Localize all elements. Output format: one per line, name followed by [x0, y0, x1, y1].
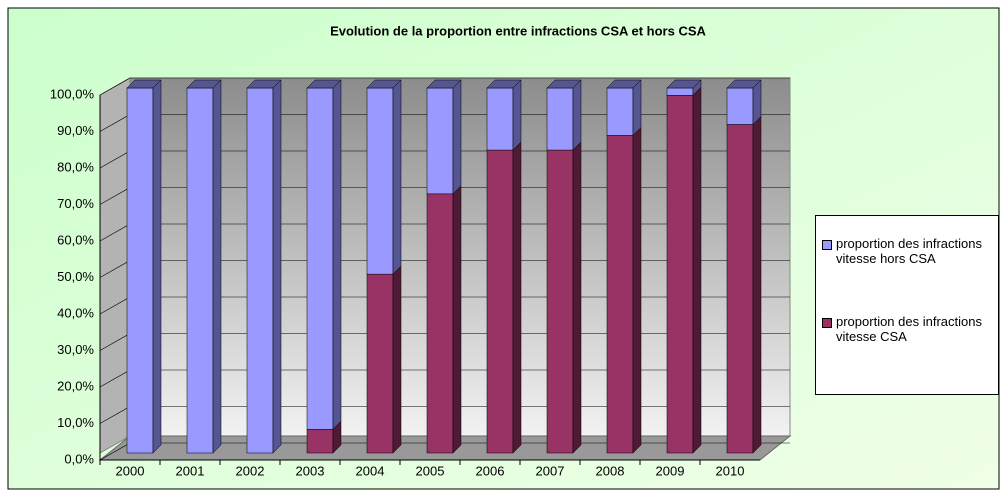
bar-segment: [546, 87, 574, 151]
bar-side: [332, 79, 342, 430]
legend-entry: proportion des infractions vitesse hors …: [822, 236, 994, 266]
bar-side: [152, 79, 162, 454]
bar-top: [426, 79, 462, 89]
bar-segment: [246, 87, 274, 454]
bar-segment: [186, 87, 214, 454]
y-tick-label: 60,0%: [57, 232, 94, 247]
bar-side: [512, 79, 522, 151]
x-tick-label: 2010: [716, 463, 745, 478]
bar-segment: [126, 87, 154, 454]
bar-top: [126, 79, 162, 89]
legend-swatch: [822, 318, 832, 328]
bar-top: [186, 79, 222, 89]
side-wall: [99, 77, 131, 454]
bar-segment: [726, 124, 754, 454]
y-tick-label: 10,0%: [57, 415, 94, 430]
x-tick-label: 2001: [176, 463, 205, 478]
legend-swatch: [822, 240, 832, 250]
x-tick-label: 2004: [356, 463, 385, 478]
legend: proportion des infractions vitesse hors …: [815, 215, 999, 395]
bar-segment: [546, 149, 574, 454]
y-tick-label: 0,0%: [64, 451, 94, 466]
bar-top: [546, 79, 582, 89]
bar-side: [632, 126, 642, 454]
y-tick-label: 20,0%: [57, 378, 94, 393]
bar-segment: [726, 87, 754, 125]
bar-top: [666, 79, 702, 89]
bar-segment: [666, 95, 694, 454]
x-tick-label: 2000: [116, 463, 145, 478]
bar-segment: [666, 87, 694, 96]
bar-side: [452, 79, 462, 195]
bar-side: [632, 79, 642, 137]
x-tick-label: 2002: [236, 463, 265, 478]
bar-segment: [606, 87, 634, 136]
bar-side: [392, 265, 402, 454]
bar-segment: [426, 193, 454, 454]
x-tick-label: 2008: [596, 463, 625, 478]
y-tick-label: 70,0%: [57, 196, 94, 211]
bar-top: [486, 79, 522, 89]
y-tick-label: 50,0%: [57, 269, 94, 284]
legend-label: proportion des infractions vitesse CSA: [836, 314, 982, 344]
x-tick-label: 2009: [656, 463, 685, 478]
bar-side: [692, 86, 702, 454]
y-tick-label: 80,0%: [57, 159, 94, 174]
bar-segment: [486, 87, 514, 151]
bar-side: [752, 115, 762, 454]
x-tick-label: 2006: [476, 463, 505, 478]
x-tick-label: 2005: [416, 463, 445, 478]
bar-side: [572, 141, 582, 454]
bar-segment: [606, 135, 634, 454]
legend-entry: proportion des infractions vitesse CSA: [822, 314, 994, 344]
y-tick-label: 100,0%: [50, 86, 95, 101]
bar-segment: [306, 87, 334, 430]
bar-top: [366, 79, 402, 89]
y-tick-label: 30,0%: [57, 342, 94, 357]
y-tick-label: 90,0%: [57, 123, 94, 138]
bar-side: [392, 79, 402, 275]
bar-side: [452, 185, 462, 454]
bar-segment: [486, 149, 514, 454]
bar-segment: [426, 87, 454, 195]
grid-line: [99, 77, 790, 96]
legend-label: proportion des infractions vitesse hors …: [836, 236, 982, 266]
bar-side: [572, 79, 582, 151]
bar-top: [246, 79, 282, 89]
x-tick-label: 2007: [536, 463, 565, 478]
bar-side: [212, 79, 222, 454]
chart-title: Evolution de la proportion entre infract…: [330, 23, 706, 38]
bar-side: [272, 79, 282, 454]
bar-side: [512, 141, 522, 454]
bar-top: [726, 79, 762, 89]
bar-segment: [366, 273, 394, 454]
bar-top: [306, 79, 342, 89]
bar-top: [606, 79, 642, 89]
y-tick-label: 40,0%: [57, 305, 94, 320]
bar-segment: [366, 87, 394, 275]
x-tick-label: 2003: [296, 463, 325, 478]
bar-segment: [306, 429, 334, 454]
